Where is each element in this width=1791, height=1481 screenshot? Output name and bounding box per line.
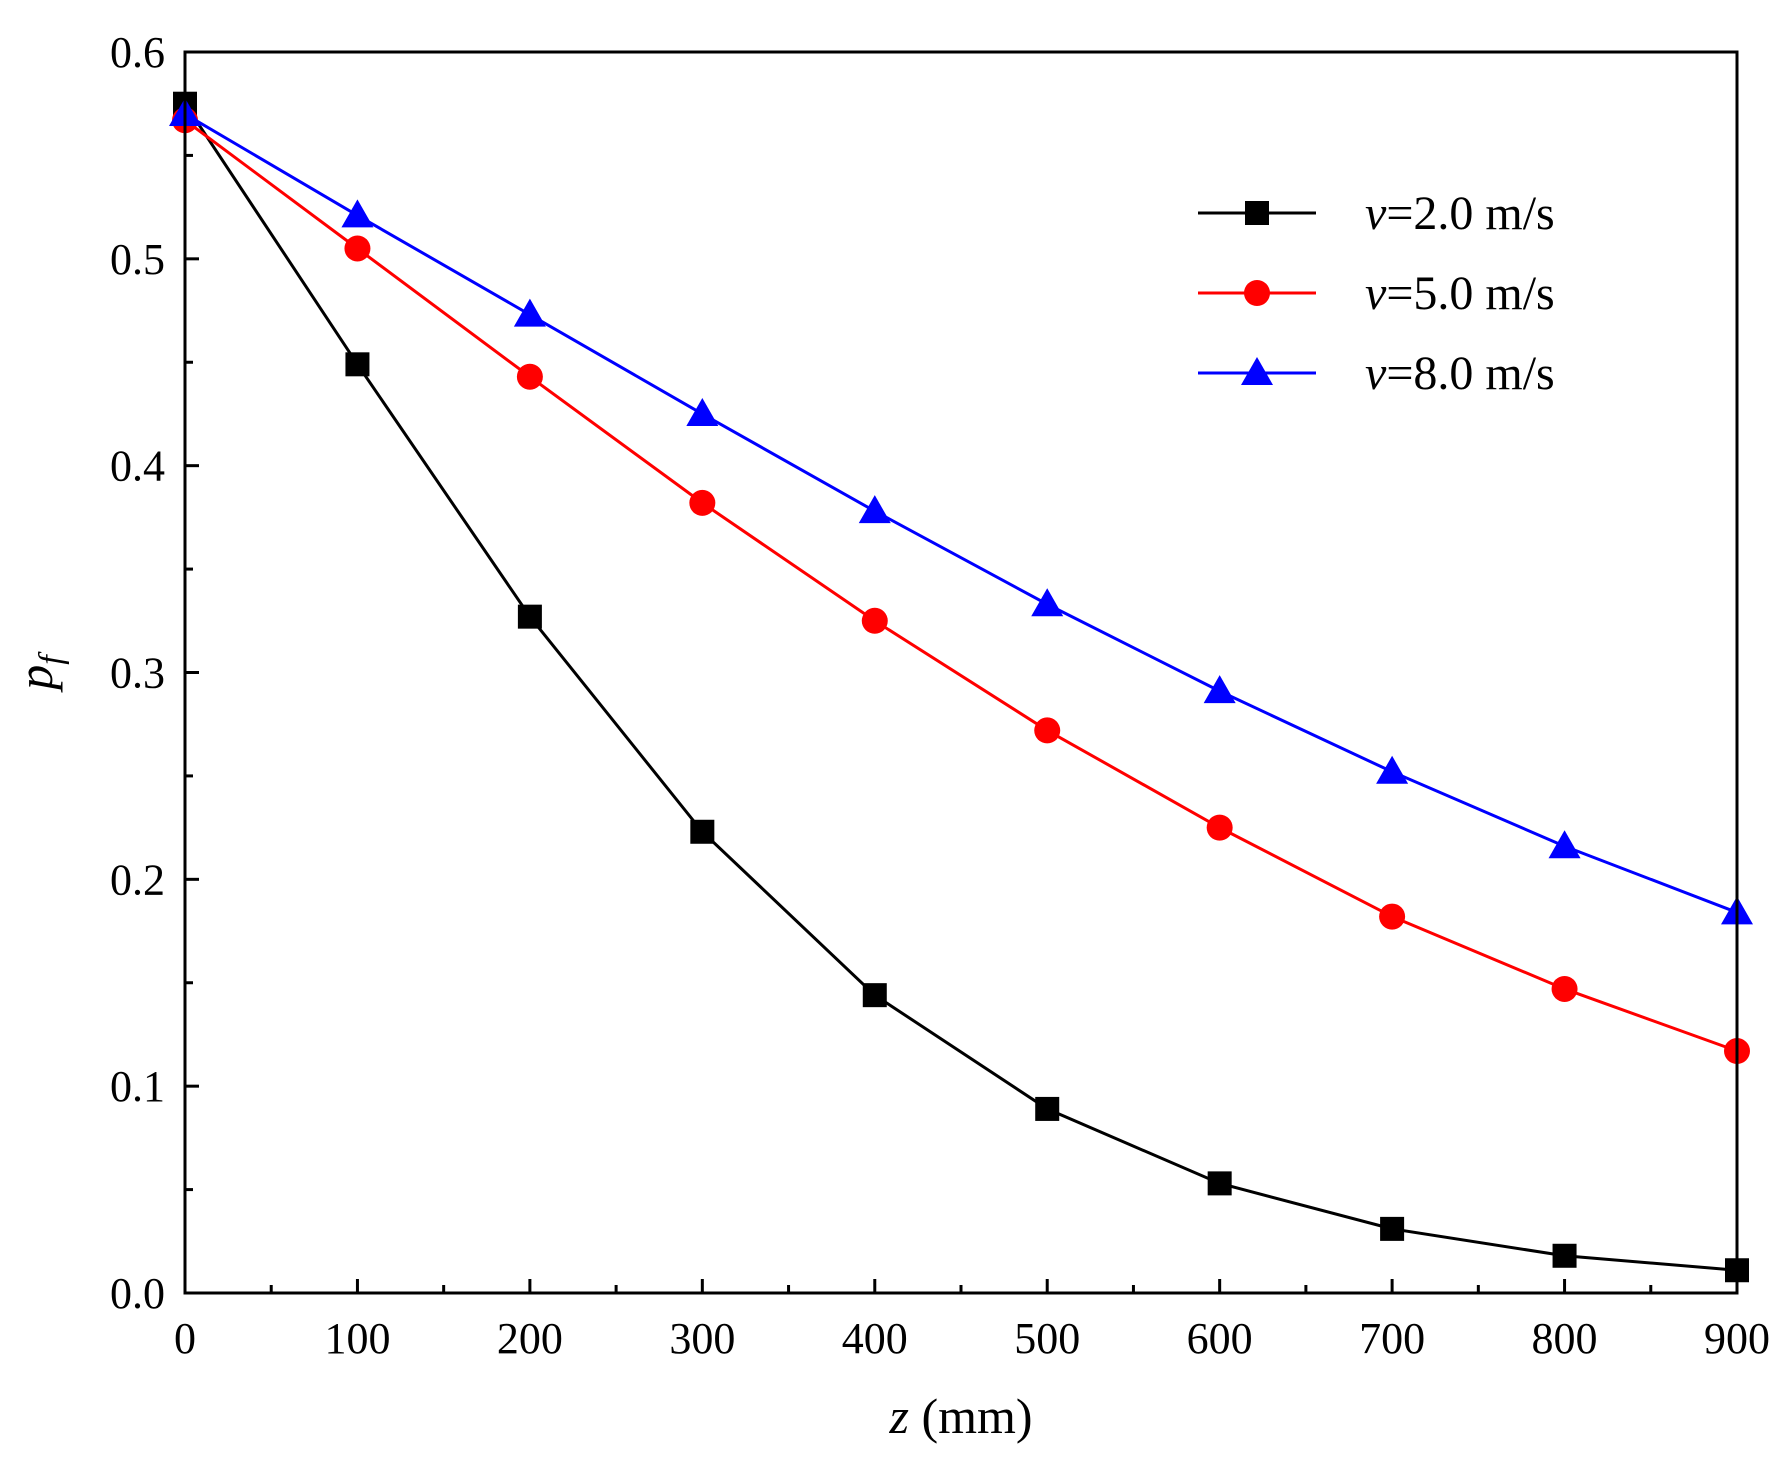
data-point	[1207, 1171, 1232, 1196]
legend-variable: v	[1365, 187, 1387, 240]
data-point	[686, 397, 719, 426]
x-tick-label: 300	[669, 1314, 735, 1363]
legend-value: =2.0 m/s	[1386, 187, 1554, 240]
y-tick-label: 0.3	[110, 649, 165, 698]
x-tick-label: 700	[1359, 1314, 1425, 1363]
x-tick-label: 500	[1014, 1314, 1080, 1363]
data-point	[1031, 588, 1064, 617]
data-point	[862, 983, 887, 1008]
x-tick-label: 200	[497, 1314, 563, 1363]
legend-value: =8.0 m/s	[1386, 347, 1554, 400]
data-point	[345, 352, 370, 377]
legend-label: v=2.0 m/s	[1365, 187, 1555, 240]
data-point	[689, 489, 716, 516]
series-line	[183, 102, 1738, 1272]
legend-marker	[1241, 357, 1273, 385]
data-point	[1551, 975, 1578, 1002]
data-point	[1380, 1216, 1405, 1241]
x-axis-ticks: 0 100 200 300 400 500 600 700 800 900	[174, 1279, 1770, 1363]
legend-variable: v	[1365, 347, 1387, 400]
y-axis-variable: p	[7, 665, 63, 693]
y-axis-ticks: 0.0 0.1 0.2 0.3 0.4 0.5 0.6	[110, 28, 199, 1318]
y-axis-subscript: f	[33, 651, 70, 665]
legend: v=2.0 m/sv=5.0 m/sv=8.0 m/s	[1198, 187, 1555, 400]
x-axis-space	[909, 1388, 922, 1444]
x-axis-variable: z	[888, 1388, 908, 1444]
data-point	[1035, 1096, 1060, 1121]
data-point	[1548, 830, 1581, 859]
data-point	[517, 604, 542, 629]
data-point	[1034, 717, 1061, 744]
x-tick-label: 100	[324, 1314, 390, 1363]
x-tick-label: 600	[1187, 1314, 1253, 1363]
data-point	[690, 819, 715, 844]
data-point	[1203, 675, 1236, 704]
legend-label: v=5.0 m/s	[1365, 267, 1555, 320]
y-tick-label: 0.6	[110, 28, 165, 77]
data-point	[1376, 755, 1409, 784]
data-point	[513, 298, 546, 327]
legend-variable: v	[1365, 267, 1387, 320]
series-layer	[169, 91, 1753, 1283]
y-tick-label: 0.1	[110, 1062, 165, 1111]
y-tick-label: 0.5	[110, 235, 165, 284]
y-tick-label: 0.2	[110, 855, 165, 904]
legend-item: v=2.0 m/s	[1198, 187, 1555, 240]
data-point	[1206, 814, 1233, 841]
legend-item: v=8.0 m/s	[1198, 347, 1555, 400]
series-2	[172, 107, 1750, 1065]
legend-marker	[1244, 280, 1270, 306]
y-axis-title: pf	[7, 651, 70, 693]
series-line	[184, 119, 1738, 1053]
x-axis-unit: (mm)	[921, 1388, 1032, 1444]
data-point	[1379, 903, 1406, 930]
x-axis-title: z (mm)	[888, 1388, 1032, 1444]
y-tick-label: 0.0	[110, 1269, 165, 1318]
legend-value: =5.0 m/s	[1386, 267, 1554, 320]
legend-label: v=8.0 m/s	[1365, 347, 1555, 400]
plot-frame	[183, 50, 1739, 1295]
data-point	[341, 199, 374, 228]
data-point	[858, 495, 891, 524]
x-tick-label: 800	[1532, 1314, 1598, 1363]
data-point	[861, 607, 888, 634]
x-tick-label: 400	[842, 1314, 908, 1363]
legend-item: v=5.0 m/s	[1198, 267, 1555, 320]
x-tick-label: 900	[1704, 1314, 1770, 1363]
legend-marker	[1245, 201, 1269, 225]
series-line	[184, 112, 1738, 914]
x-tick-label: 0	[174, 1314, 196, 1363]
data-point	[344, 235, 371, 262]
data-point	[1552, 1243, 1577, 1268]
data-point	[516, 363, 543, 390]
y-tick-label: 0.4	[110, 442, 165, 491]
